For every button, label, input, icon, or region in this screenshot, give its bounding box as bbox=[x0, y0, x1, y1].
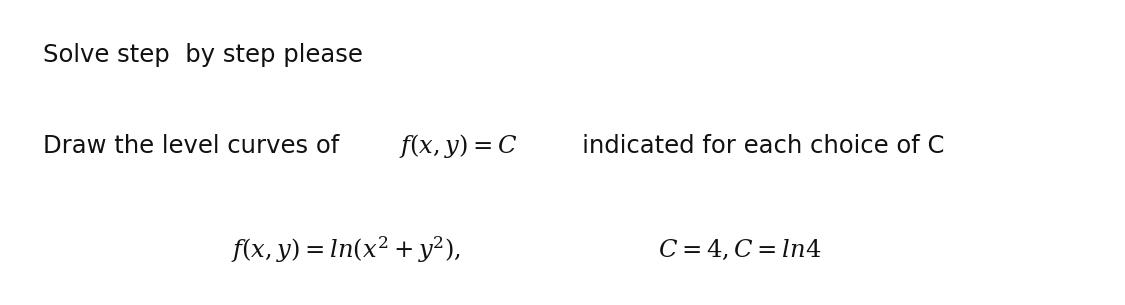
Text: $f(x, y) = C$: $f(x, y) = C$ bbox=[399, 132, 519, 160]
Text: indicated for each choice of C: indicated for each choice of C bbox=[559, 135, 945, 158]
Text: $f(x, y) = ln(x^2 + y^2),$: $f(x, y) = ln(x^2 + y^2),$ bbox=[231, 235, 460, 265]
Text: Solve step  by step please: Solve step by step please bbox=[43, 43, 362, 67]
Text: Draw the level curves of: Draw the level curves of bbox=[43, 135, 354, 158]
Text: $C = 4, C = ln4$: $C = 4, C = ln4$ bbox=[658, 238, 821, 262]
